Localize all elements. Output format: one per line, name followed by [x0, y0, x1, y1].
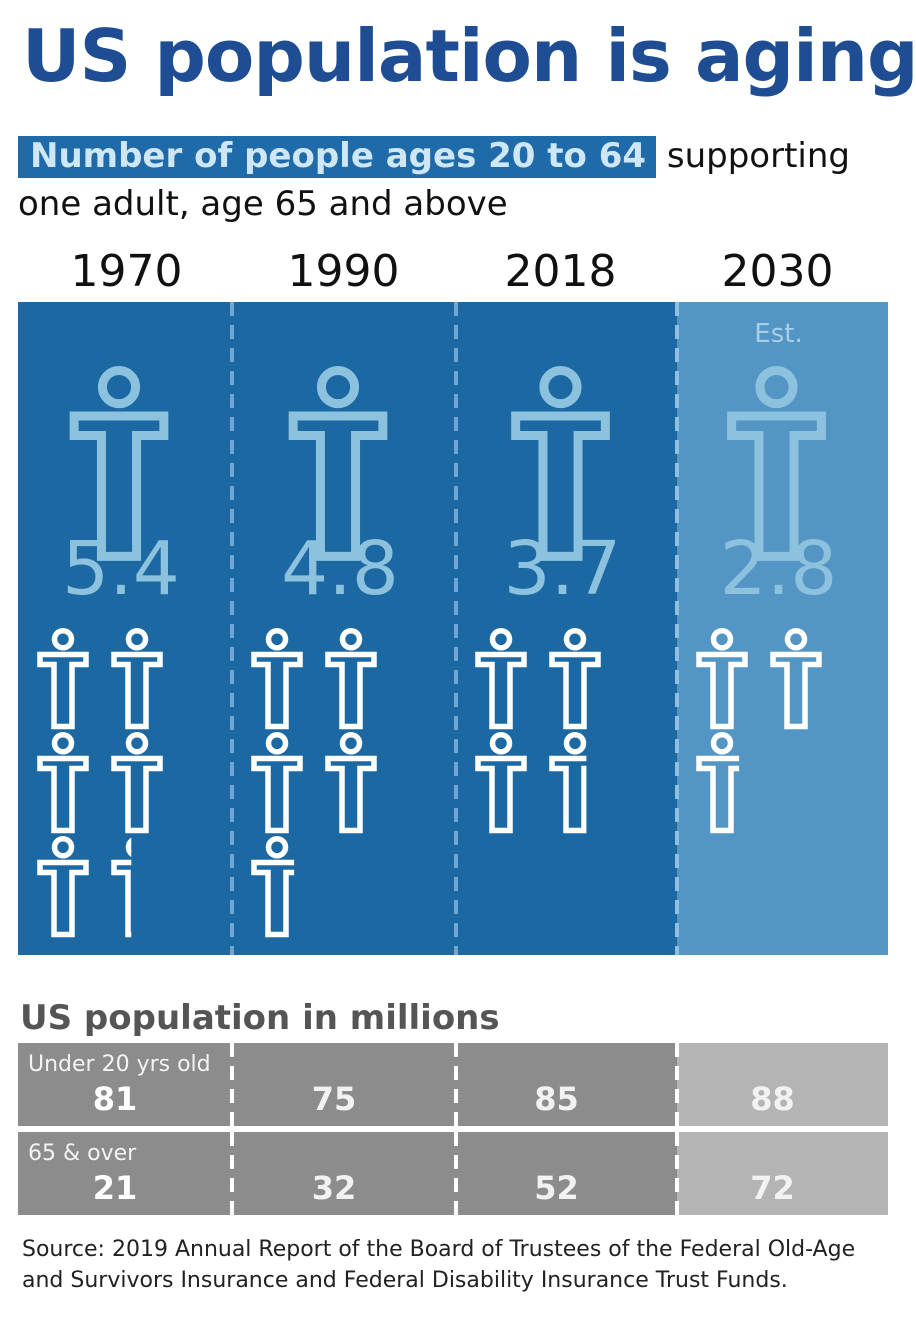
worker-person-icon — [475, 628, 527, 730]
worker-person-icon — [770, 628, 822, 730]
page-title: US population is aging — [22, 14, 916, 98]
table-cell — [456, 1132, 677, 1215]
worker-person-icon — [251, 732, 303, 834]
table-cell — [456, 1043, 677, 1126]
ratio-value-label: 4.8 — [281, 526, 399, 612]
support-ratio-pictogram: 5.4 4.8 3.7 Est. 2.8 — [18, 302, 888, 955]
worker-person-icon — [251, 836, 295, 938]
table-cell — [677, 1043, 888, 1126]
subtitle-highlight: Number of people ages 20 to 64 — [18, 136, 657, 178]
table-value: 81 — [93, 1080, 138, 1118]
table-cell — [18, 1132, 232, 1215]
table-value: 72 — [750, 1169, 795, 1207]
table-value: 32 — [312, 1169, 357, 1207]
year-label: 2018 — [504, 246, 617, 297]
table-cell — [18, 1043, 232, 1126]
year-column — [677, 302, 888, 955]
worker-person-icon — [549, 628, 601, 730]
table-value: 52 — [534, 1169, 579, 1207]
year-header-row: 1970 1990 2018 2030 — [18, 246, 888, 302]
worker-person-icon — [37, 628, 89, 730]
table-value: 75 — [312, 1080, 357, 1118]
elder-person-icon — [288, 366, 388, 561]
table-row-label: 65 & over — [28, 1141, 137, 1166]
estimate-label: Est. — [754, 319, 802, 349]
table-value: 21 — [93, 1169, 138, 1207]
population-table-title: US population in millions — [20, 998, 500, 1038]
worker-person-icon — [696, 628, 748, 730]
chart-subtitle: Number of people ages 20 to 64 supportin… — [18, 132, 898, 228]
population-table-svg: 81 75 85 88 Under 20 yrs old 21 32 52 72 65 & ove… — [18, 1043, 888, 1215]
table-cell — [677, 1132, 888, 1215]
ratio-value-label: 2.8 — [720, 526, 838, 612]
ratio-value-label: 5.4 — [62, 526, 180, 612]
ratio-value-label: 3.7 — [504, 526, 622, 612]
table-row-label: Under 20 yrs old — [28, 1052, 211, 1077]
table-cell — [232, 1043, 456, 1126]
year-label: 2030 — [721, 246, 834, 297]
worker-person-icon — [111, 837, 132, 938]
table-cell — [232, 1132, 456, 1215]
year-label: 1990 — [287, 246, 400, 297]
worker-person-icon — [475, 732, 527, 834]
worker-person-icon — [325, 628, 377, 730]
worker-person-icon — [37, 732, 89, 834]
table-value: 85 — [534, 1080, 579, 1118]
population-table: 81 75 85 88 Under 20 yrs old 21 32 52 72 65 & ove… — [18, 1043, 888, 1215]
year-column — [456, 302, 677, 955]
pictogram-svg: 5.4 4.8 3.7 Est. 2.8 — [18, 302, 888, 955]
worker-person-icon — [111, 628, 163, 730]
worker-person-icon — [111, 732, 163, 834]
elder-person-icon — [511, 366, 610, 561]
source-note: Source: 2019 Annual Report of the Board … — [22, 1237, 856, 1293]
worker-person-icon — [325, 732, 377, 834]
elder-person-icon — [727, 366, 826, 561]
worker-person-icon — [37, 836, 89, 938]
year-label: 1970 — [70, 246, 183, 297]
table-value: 88 — [750, 1080, 795, 1118]
subtitle-rest: supporting one adult, age 65 and above — [18, 136, 850, 224]
worker-person-icon — [549, 732, 587, 834]
worker-person-icon — [251, 628, 303, 730]
worker-person-icon — [696, 732, 740, 834]
elder-person-icon — [69, 366, 169, 561]
